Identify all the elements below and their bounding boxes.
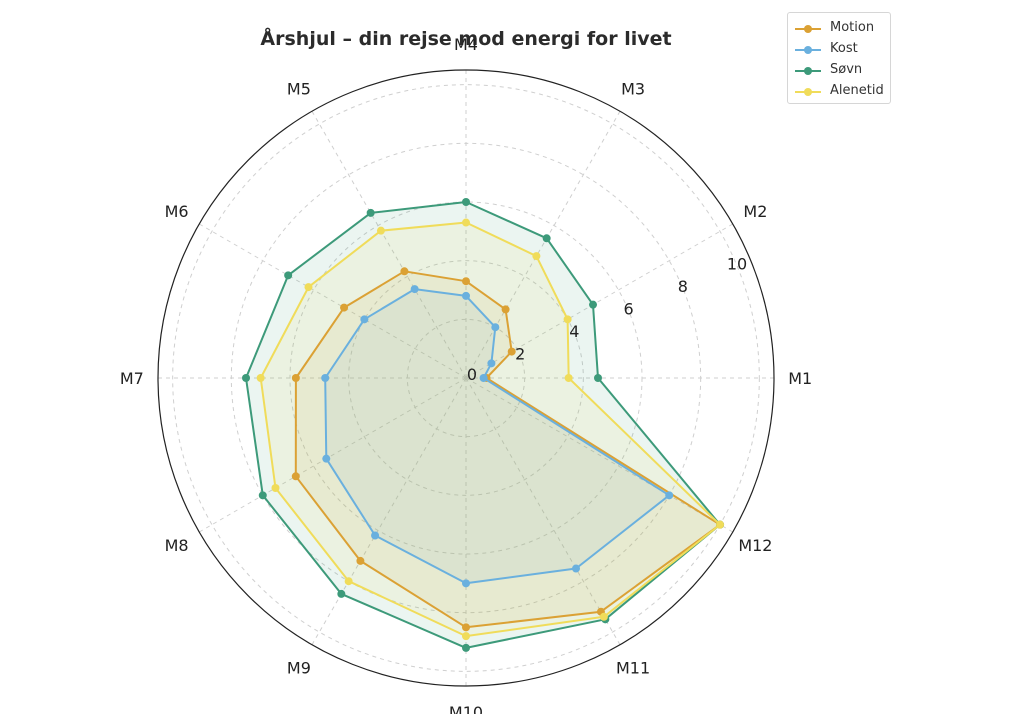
data-point [462, 623, 470, 632]
data-point [376, 226, 385, 235]
data-point [366, 208, 375, 217]
data-point [304, 283, 313, 292]
grid-ring [172, 84, 760, 672]
data-point [291, 472, 300, 481]
grid-spoke [311, 377, 467, 645]
legend-label: Alenetid [830, 83, 884, 98]
data-point [256, 374, 265, 382]
radial-tick-label: 10 [727, 255, 747, 274]
legend-item-motion: Motion [788, 19, 890, 39]
category-label: M3 [621, 80, 645, 99]
data-point [462, 632, 470, 641]
outer-ring [157, 69, 775, 687]
data-point [371, 531, 380, 540]
data-point [462, 291, 470, 300]
data-point [258, 491, 267, 500]
category-label: M2 [743, 202, 767, 221]
data-point [291, 374, 300, 382]
axis-labels: M1 M2 M3 M4 M5 M6 M7 M8 M9 M10 M11 M12 0 2 4 6 8 10 [120, 35, 812, 714]
legend-item-sovn: Søvn [788, 61, 890, 81]
series-fills [246, 202, 720, 648]
data-point [344, 577, 353, 586]
data-point [284, 271, 293, 280]
grid-spoke [311, 111, 467, 379]
data-point [462, 643, 470, 652]
data-point [487, 359, 496, 368]
data-point [572, 564, 580, 573]
grid-spoke [199, 377, 467, 533]
data-point [589, 300, 598, 309]
data-point [356, 556, 365, 565]
data-point [462, 218, 470, 227]
category-label: M4 [454, 35, 478, 54]
data-point [542, 234, 551, 243]
category-label: M1 [788, 369, 812, 388]
data-point [501, 305, 510, 314]
data-point [594, 374, 602, 382]
series-fill-2 [246, 202, 720, 648]
grid-spoke [465, 377, 621, 645]
radial-tick-label: 6 [624, 300, 634, 319]
data-point [716, 520, 725, 529]
category-label: M7 [120, 369, 144, 388]
data-point [462, 579, 470, 588]
data-point [507, 347, 516, 356]
radial-tick-label: 2 [515, 345, 525, 364]
data-point [242, 374, 250, 382]
radial-tick-label: 0 [467, 365, 477, 384]
data-point [322, 454, 331, 463]
legend-marker [804, 46, 812, 54]
legend-item-kost: Kost [788, 40, 890, 60]
category-label: M5 [287, 80, 311, 99]
category-label: M12 [738, 536, 772, 555]
radial-tick-label: 4 [569, 322, 579, 341]
data-point [462, 198, 470, 206]
data-point [360, 315, 369, 324]
grid-spoke [199, 223, 467, 379]
grid-ring [348, 260, 584, 496]
grid-spoke [465, 377, 733, 533]
category-label: M11 [616, 658, 650, 677]
series-lines [242, 198, 725, 652]
data-point [410, 285, 419, 294]
legend: Motion Kost Søvn Alenetid [787, 12, 891, 104]
category-label: M9 [287, 658, 311, 677]
radial-tick-label: 8 [678, 277, 688, 296]
legend-marker [804, 88, 812, 96]
legend-marker [804, 67, 812, 75]
data-point [271, 484, 280, 492]
data-point [479, 374, 488, 382]
grid-spoke [465, 111, 621, 379]
data-point [462, 277, 470, 286]
data-point [563, 315, 572, 324]
legend-item-alenetid: Alenetid [788, 82, 890, 102]
data-point [564, 374, 573, 382]
category-label: M6 [165, 202, 189, 221]
legend-label: Motion [830, 20, 875, 35]
legend-label: Kost [830, 41, 858, 56]
data-point [321, 374, 330, 382]
data-point [337, 589, 346, 598]
data-point [665, 491, 674, 500]
data-point [491, 323, 500, 332]
series-fill-1 [325, 289, 670, 584]
data-point [400, 267, 409, 276]
chart-title: Årshjul – din rejse mod energi for livet [260, 26, 671, 50]
legend-marker [804, 25, 812, 33]
category-label: M8 [165, 536, 189, 555]
data-point [532, 252, 541, 261]
legend-label: Søvn [830, 62, 863, 77]
data-point [599, 612, 608, 621]
data-point [340, 303, 349, 312]
category-label: M10 [449, 703, 483, 714]
